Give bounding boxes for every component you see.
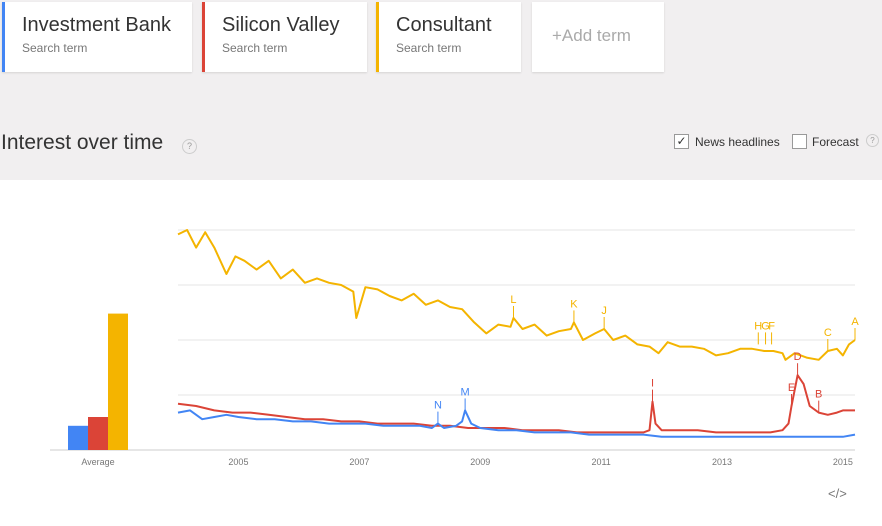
annotation-label: F bbox=[768, 320, 775, 332]
forecast-checkbox[interactable] bbox=[792, 134, 807, 149]
series-line bbox=[177, 374, 855, 434]
annotation-label: G bbox=[761, 320, 770, 332]
help-icon[interactable]: ? bbox=[182, 139, 197, 154]
annotation-label: A bbox=[851, 316, 859, 328]
series-line bbox=[177, 409, 856, 438]
annotation-label: B bbox=[815, 389, 822, 401]
annotation-label: E bbox=[788, 382, 795, 394]
x-tick-label: 2005 bbox=[228, 457, 248, 467]
news-headlines-checkbox[interactable]: ✓ bbox=[674, 134, 689, 149]
annotation-label: C bbox=[824, 327, 832, 339]
forecast-label[interactable]: Forecast bbox=[812, 135, 859, 149]
embed-code-icon[interactable]: </> bbox=[828, 486, 847, 501]
annotation-label: N bbox=[434, 400, 442, 412]
forecast-help-icon[interactable]: ? bbox=[866, 134, 879, 147]
average-bar bbox=[68, 425, 88, 450]
add-term-label[interactable]: +Add term bbox=[552, 26, 631, 45]
series-line bbox=[177, 229, 856, 361]
term-sublabel: Search term bbox=[222, 41, 288, 55]
x-tick-label: 2007 bbox=[349, 457, 369, 467]
average-label: Average bbox=[81, 457, 114, 467]
term-card-silicon-valley[interactable]: Silicon Valley Search term bbox=[202, 2, 367, 72]
add-term-button[interactable]: +Add term bbox=[532, 2, 664, 72]
x-tick-label: 2013 bbox=[712, 457, 732, 467]
x-tick-label: 2011 bbox=[591, 457, 610, 467]
annotation-label: M bbox=[461, 386, 470, 398]
term-label[interactable]: Consultant bbox=[396, 14, 492, 36]
x-tick-label: 2009 bbox=[470, 457, 490, 467]
annotation-label: L bbox=[510, 294, 516, 306]
term-label[interactable]: Investment Bank bbox=[22, 14, 171, 36]
section-title: Interest over time bbox=[1, 131, 164, 154]
term-sublabel: Search term bbox=[22, 41, 88, 55]
term-card-investment-bank[interactable]: Investment Bank Search term bbox=[2, 2, 192, 72]
news-headlines-label[interactable]: News headlines bbox=[695, 135, 780, 149]
interest-chart: Average 2005 2007 2009 2011 2013 2015 L K J HGF C A I… bbox=[50, 229, 859, 467]
term-sublabel: Search term bbox=[396, 41, 462, 55]
term-color-bar bbox=[376, 2, 379, 72]
x-tick-label: 2015 bbox=[833, 457, 853, 467]
annotation-label: J bbox=[601, 305, 607, 317]
annotation-label: H bbox=[754, 320, 762, 332]
annotation-label: K bbox=[570, 298, 578, 310]
term-label[interactable]: Silicon Valley bbox=[222, 14, 340, 36]
average-bar bbox=[108, 313, 128, 450]
term-color-bar bbox=[202, 2, 205, 72]
average-bar bbox=[88, 417, 108, 450]
annotation-label: D bbox=[794, 351, 802, 363]
term-card-consultant[interactable]: Consultant Search term bbox=[376, 2, 521, 72]
term-color-bar bbox=[2, 2, 5, 72]
annotation-label: I bbox=[651, 378, 654, 390]
